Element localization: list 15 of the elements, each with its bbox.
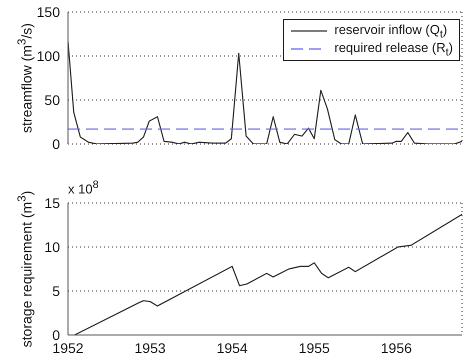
y-tick-label: 10 (44, 238, 60, 255)
y-tick-label: 0 (52, 136, 60, 152)
legend-label: reservoir inflow (Q$_{t}$) (334, 22, 448, 40)
x-tick-label: 1954 (216, 340, 248, 356)
x-tick-label: 1953 (134, 340, 166, 356)
y-tick-label: 50 (44, 92, 60, 108)
y-tick-label: 100 (36, 48, 60, 64)
legend-label: required release (R$_{t}$) (334, 40, 453, 58)
x-tick-label: 1955 (298, 340, 330, 356)
y-tick-label: 15 (44, 194, 60, 211)
y-tick-label: 5 (52, 282, 60, 299)
line-series (74, 214, 462, 335)
x-tick-label: 1956 (380, 340, 412, 356)
y-tick-label: 150 (36, 4, 60, 20)
text: x 10$^{8}$ (68, 179, 99, 196)
